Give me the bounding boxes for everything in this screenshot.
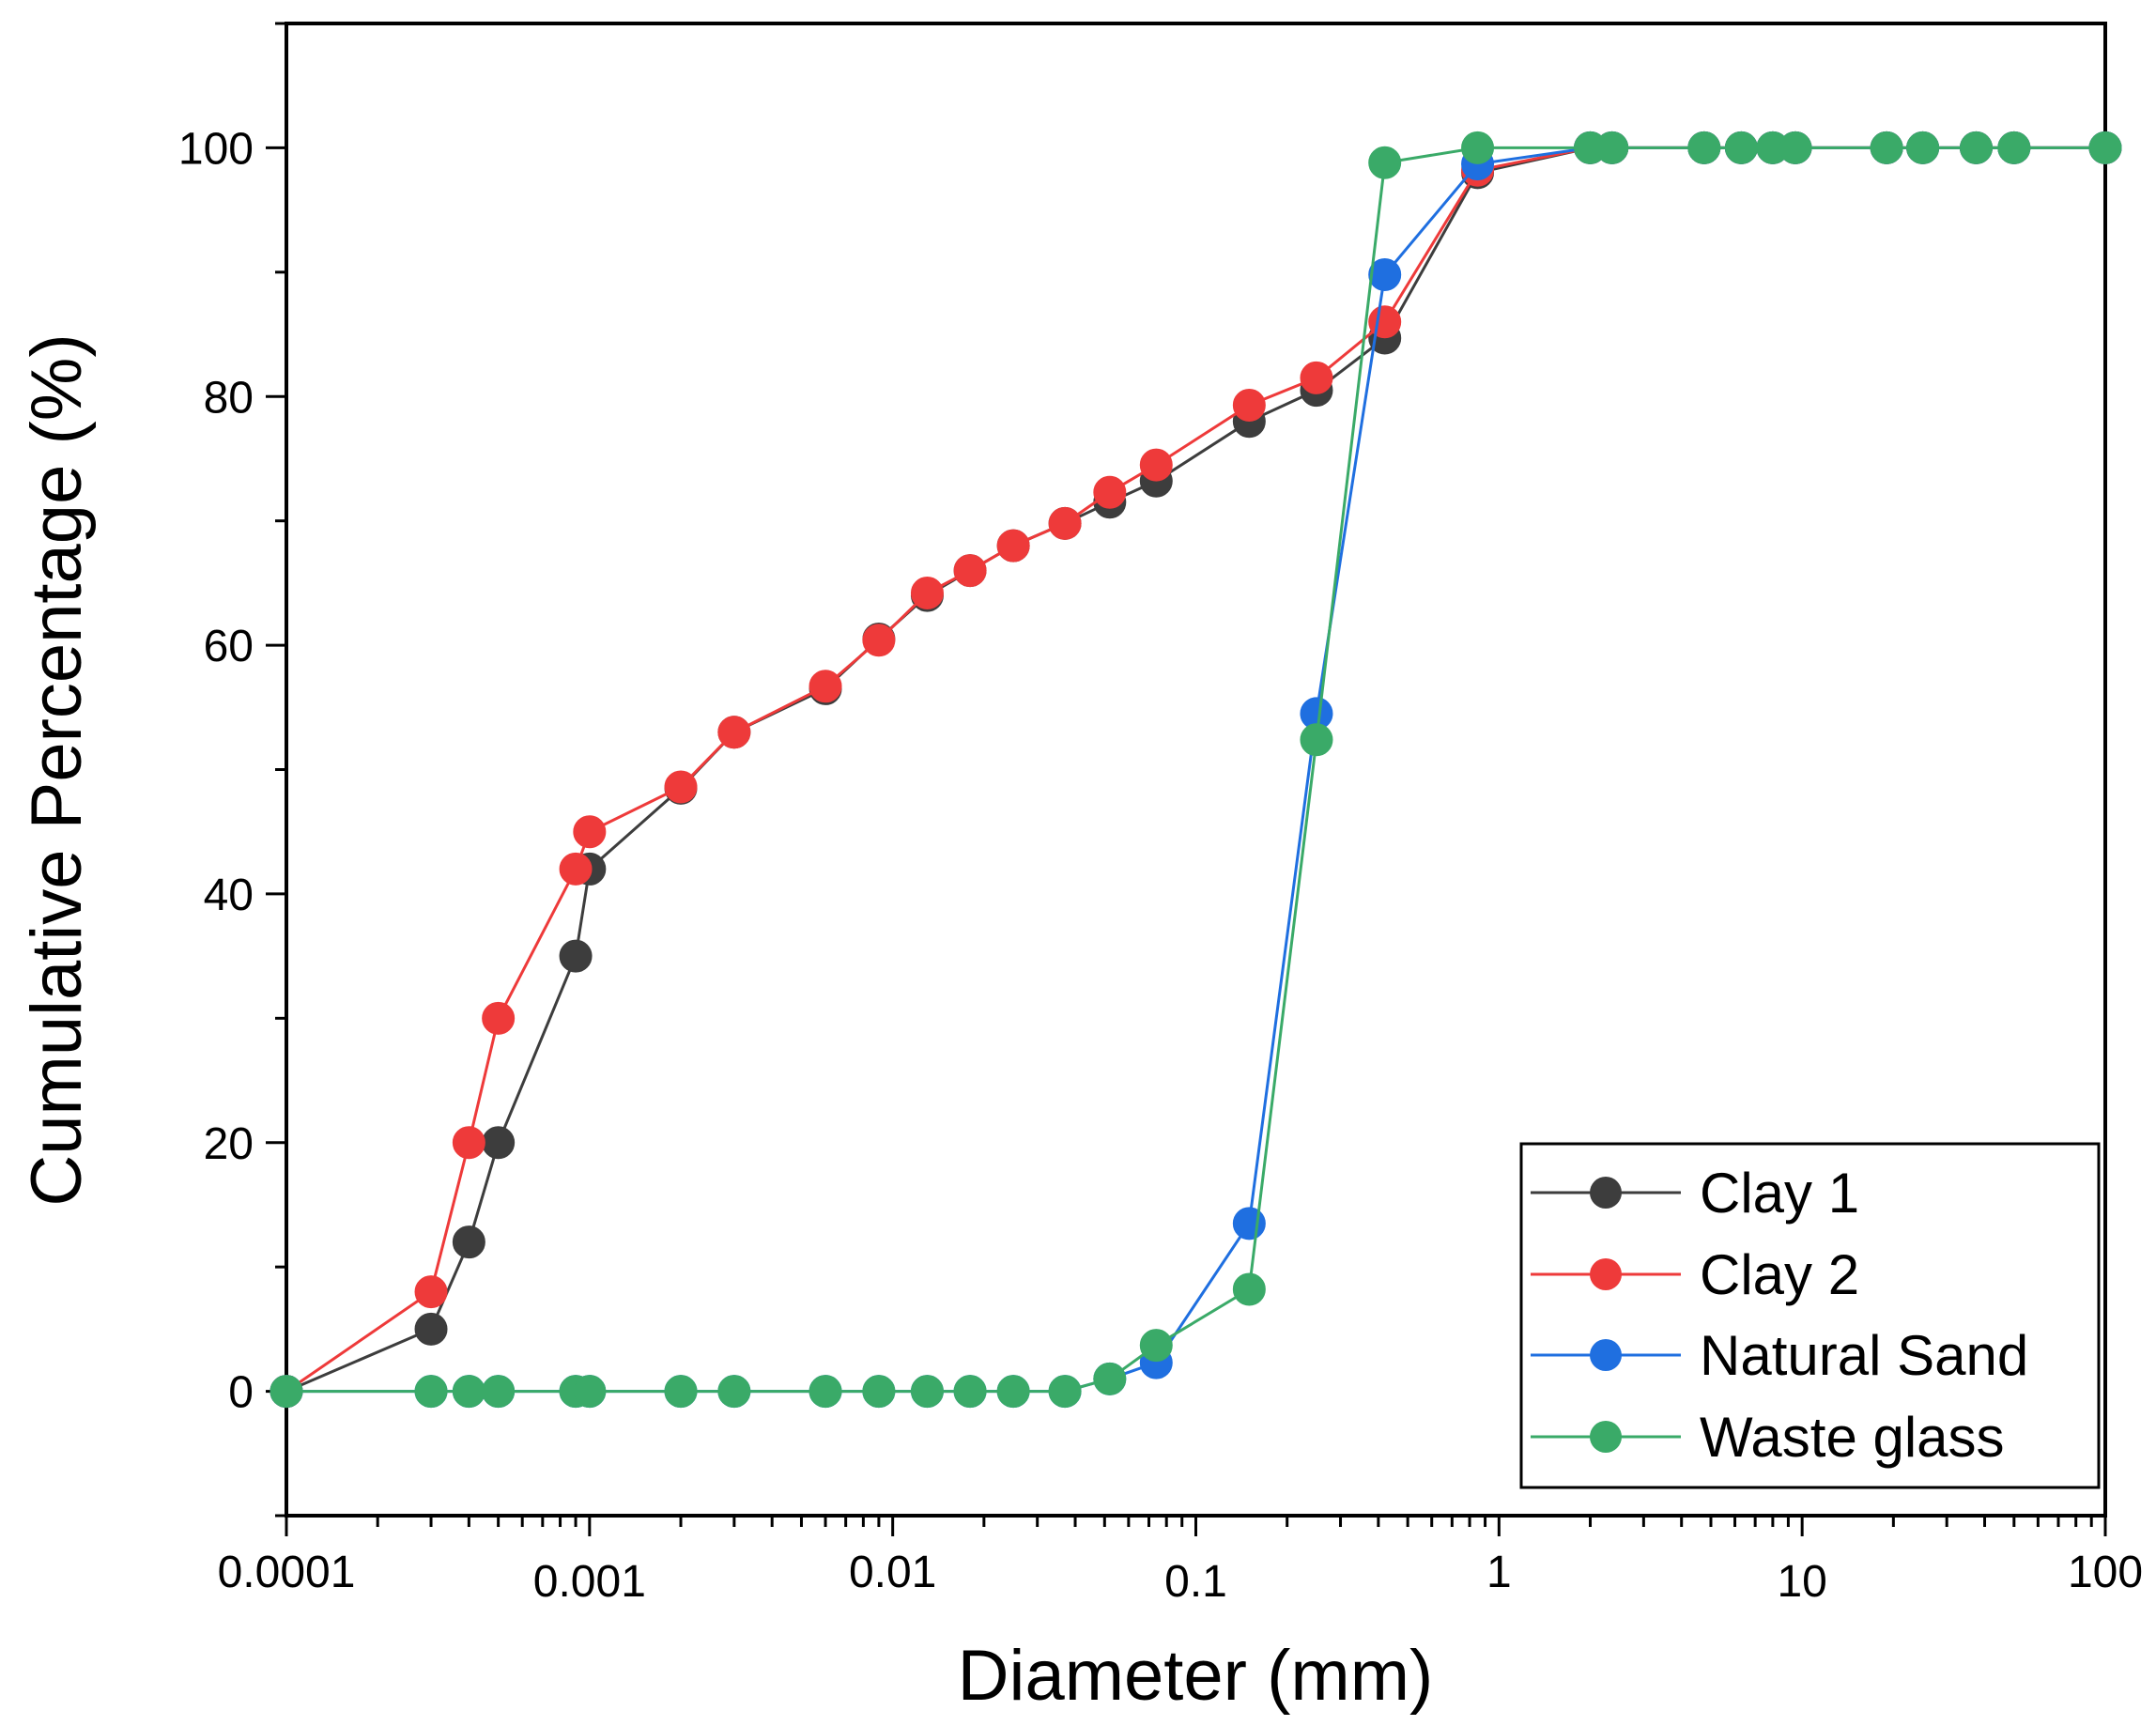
legend-label: Clay 1 bbox=[1700, 1162, 1859, 1225]
data-point bbox=[1048, 506, 1082, 540]
data-point bbox=[910, 576, 944, 609]
data-point bbox=[1093, 475, 1127, 509]
x-tick-label: 0.01 bbox=[849, 1548, 936, 1597]
data-point bbox=[1959, 131, 1993, 164]
x-axis-title: Diameter (mm) bbox=[958, 1636, 1434, 1716]
x-tick-label: 0.0001 bbox=[218, 1548, 356, 1597]
y-tick-label: 0 bbox=[228, 1368, 254, 1418]
data-point bbox=[1232, 389, 1266, 423]
y-axis-title: Cumulative Percentage (%) bbox=[17, 333, 97, 1206]
data-point bbox=[1300, 361, 1333, 394]
data-point bbox=[1368, 146, 1402, 179]
data-point bbox=[1997, 131, 2031, 164]
data-point bbox=[717, 1375, 751, 1409]
y-axis: 0 20 40 60 80 100 bbox=[178, 22, 286, 1518]
x-tick-label: 10 bbox=[1777, 1557, 1826, 1607]
data-point bbox=[559, 939, 593, 973]
data-point bbox=[559, 852, 593, 886]
legend: Clay 1 Clay 2 Natural Sand Waste glass bbox=[1519, 1142, 2101, 1489]
data-point bbox=[996, 1375, 1030, 1409]
data-point bbox=[482, 1375, 516, 1409]
data-point bbox=[862, 624, 896, 657]
data-point bbox=[414, 1312, 448, 1346]
x-tick-label: 1 bbox=[1486, 1548, 1512, 1597]
data-point bbox=[452, 1126, 485, 1160]
legend-label: Clay 2 bbox=[1700, 1243, 1859, 1306]
legend-marker bbox=[1590, 1177, 1622, 1209]
data-point bbox=[414, 1375, 448, 1409]
series-waste-glass bbox=[270, 131, 2122, 1409]
data-point bbox=[1232, 1207, 1266, 1241]
data-point bbox=[1906, 131, 1940, 164]
series-layer bbox=[270, 131, 2122, 1409]
data-point bbox=[1595, 131, 1629, 164]
data-point bbox=[482, 1126, 516, 1160]
data-point bbox=[910, 1375, 944, 1409]
data-point bbox=[664, 1375, 698, 1409]
legend-label: Waste glass bbox=[1700, 1406, 2005, 1469]
data-point bbox=[1687, 131, 1721, 164]
y-tick-label: 100 bbox=[178, 124, 254, 174]
data-point bbox=[573, 1375, 607, 1409]
data-point bbox=[953, 1375, 987, 1409]
data-point bbox=[1300, 723, 1333, 757]
y-tick-label: 20 bbox=[204, 1119, 254, 1169]
data-point bbox=[996, 529, 1030, 562]
x-tick-label: 100 bbox=[2068, 1548, 2143, 1597]
data-point bbox=[573, 815, 607, 849]
x-tick-label: 0.1 bbox=[1164, 1557, 1227, 1607]
x-axis: 0.0001 0.001 0.01 0.1 1 10 100 bbox=[218, 1516, 2143, 1607]
x-tick-label: 0.001 bbox=[533, 1557, 646, 1607]
data-point bbox=[1139, 1329, 1173, 1363]
y-tick-label: 80 bbox=[204, 373, 254, 423]
data-point bbox=[717, 716, 751, 749]
data-point bbox=[1232, 1272, 1266, 1306]
legend-label: Natural Sand bbox=[1700, 1324, 2028, 1387]
legend-marker bbox=[1590, 1339, 1622, 1371]
data-point bbox=[1139, 448, 1173, 482]
data-point bbox=[1048, 1375, 1082, 1409]
data-point bbox=[808, 1375, 842, 1409]
data-point bbox=[482, 1001, 516, 1035]
data-point bbox=[862, 1375, 896, 1409]
data-point bbox=[2088, 131, 2122, 164]
data-point bbox=[1461, 131, 1495, 164]
data-point bbox=[808, 670, 842, 703]
data-point bbox=[1093, 1362, 1127, 1395]
data-point bbox=[452, 1375, 485, 1409]
data-point bbox=[270, 1375, 303, 1409]
legend-marker bbox=[1590, 1258, 1622, 1290]
data-point bbox=[414, 1275, 448, 1309]
data-point bbox=[1368, 257, 1402, 291]
data-point bbox=[1870, 131, 1903, 164]
legend-marker bbox=[1590, 1421, 1622, 1453]
data-point bbox=[664, 770, 698, 804]
data-point bbox=[953, 554, 987, 588]
data-point bbox=[1368, 305, 1402, 339]
data-point bbox=[452, 1225, 485, 1259]
data-point bbox=[1779, 131, 1812, 164]
y-tick-label: 60 bbox=[204, 622, 254, 671]
y-tick-label: 40 bbox=[204, 871, 254, 920]
data-point bbox=[1724, 131, 1758, 164]
